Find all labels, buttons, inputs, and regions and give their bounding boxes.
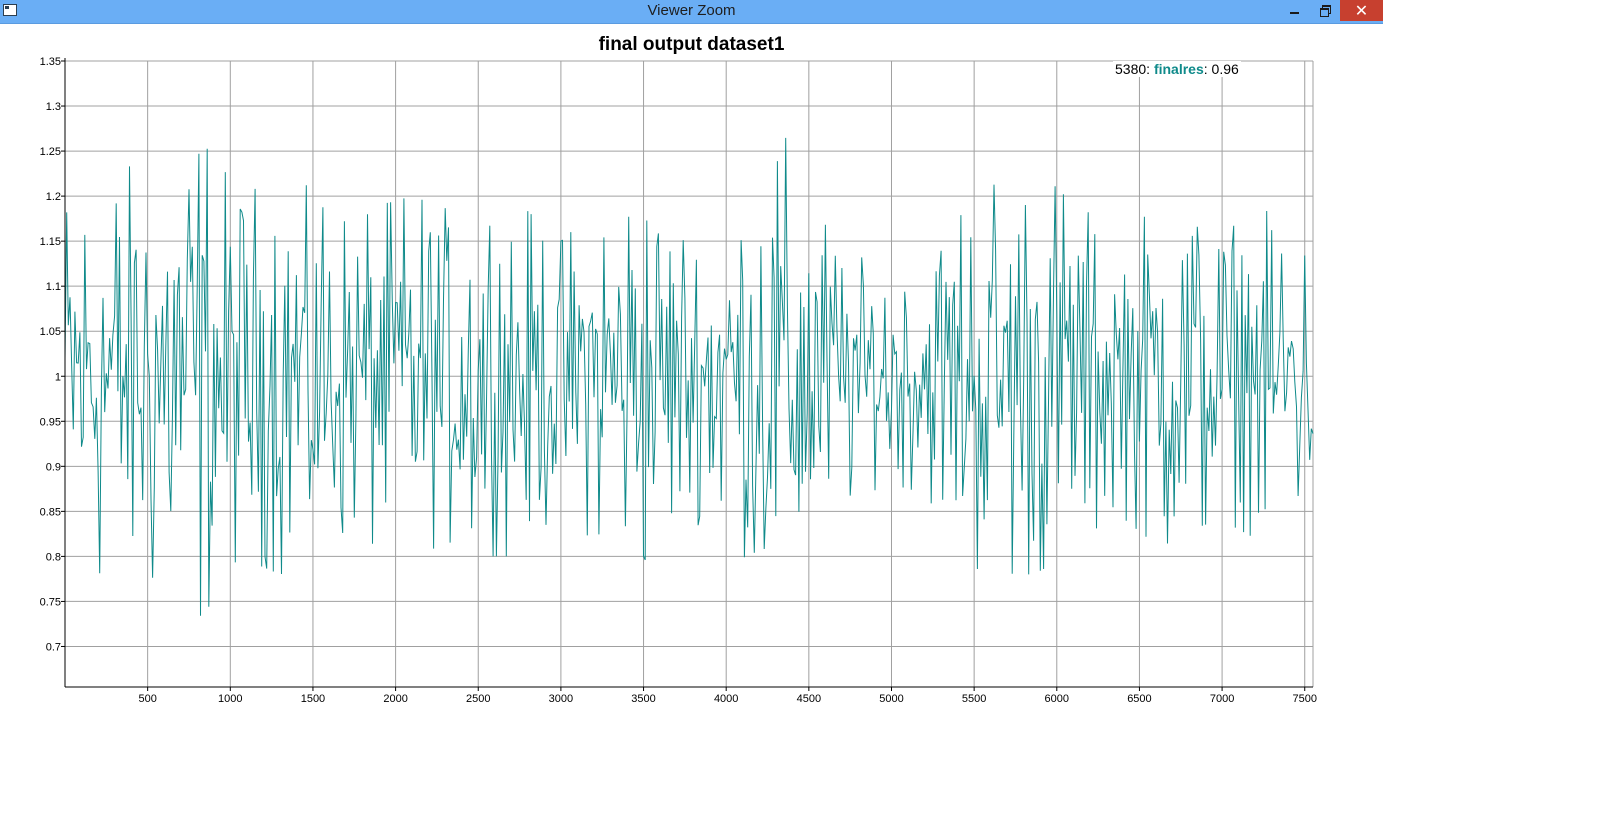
x-tick-label: 6000 (1045, 693, 1069, 705)
y-tick-label: 1.15 (40, 236, 61, 248)
y-tick-label: 0.9 (46, 461, 61, 473)
app-icon[interactable] (3, 4, 17, 16)
x-tick-label: 5000 (879, 693, 903, 705)
x-tick-label: 500 (138, 693, 156, 705)
x-tick-label: 1000 (218, 693, 242, 705)
chart-title: final output dataset1 (598, 34, 785, 55)
cursor-readout: 5380: finalres: 0.96 (1113, 61, 1241, 77)
x-tick-label: 4000 (714, 693, 738, 705)
window-title: Viewer Zoom (647, 2, 736, 19)
y-tick-label: 0.8 (46, 551, 61, 563)
series-layer (64, 137, 1314, 616)
readout-series-name: finalres (1153, 61, 1204, 77)
grid-lines (65, 60, 1314, 687)
restore-button[interactable] (1311, 0, 1339, 21)
x-tick-label: 5500 (962, 693, 986, 705)
x-tick-label: 4500 (797, 693, 821, 705)
title-bar[interactable]: Viewer Zoom ✕ (0, 0, 1383, 24)
y-tick-label: 1 (55, 371, 61, 383)
y-tick-label: 0.75 (40, 596, 61, 608)
x-tick-label: 6500 (1127, 693, 1151, 705)
readout-x: 5380 (1115, 61, 1147, 77)
y-tick-label: 1.1 (46, 281, 61, 293)
y-tick-label: 1.35 (40, 56, 61, 68)
y-tick-label: 1.2 (46, 191, 61, 203)
y-tick-label: 0.7 (46, 641, 61, 653)
x-tick-label: 7500 (1292, 693, 1316, 705)
x-tick-label: 7000 (1210, 693, 1234, 705)
series-line-finalres (64, 137, 1314, 616)
y-tick-label: 1.3 (46, 101, 61, 113)
y-tick-label: 1.05 (40, 326, 61, 338)
viewer-zoom-window: Viewer Zoom ✕ final output dataset1 0.7 0… (0, 0, 1383, 780)
readout-value: 0.96 (1211, 61, 1239, 77)
close-button[interactable]: ✕ (1340, 0, 1383, 21)
x-tick-label: 1500 (301, 693, 325, 705)
x-tick-label: 3000 (549, 693, 573, 705)
axes (61, 58, 1313, 691)
y-tick-label: 1.25 (40, 146, 61, 158)
x-tick-label: 3500 (631, 693, 655, 705)
line-chart[interactable]: 0.7 0.75 0.8 0.85 0.9 0.95 1 1.05 1.1 1.15 1.2 1.25… (0, 0, 1383, 780)
readout-separator: : (1146, 61, 1154, 77)
x-tick-label: 2500 (466, 693, 490, 705)
minimize-button[interactable] (1279, 0, 1309, 21)
y-tick-label: 0.95 (40, 416, 61, 428)
readout-separator: : (1203, 61, 1212, 77)
tick-labels: 0.7 0.75 0.8 0.85 0.9 0.95 1 1.05 1.1 1.15 1.2 1.25… (40, 56, 1317, 705)
x-tick-label: 2000 (383, 693, 407, 705)
y-tick-label: 0.85 (40, 506, 61, 518)
